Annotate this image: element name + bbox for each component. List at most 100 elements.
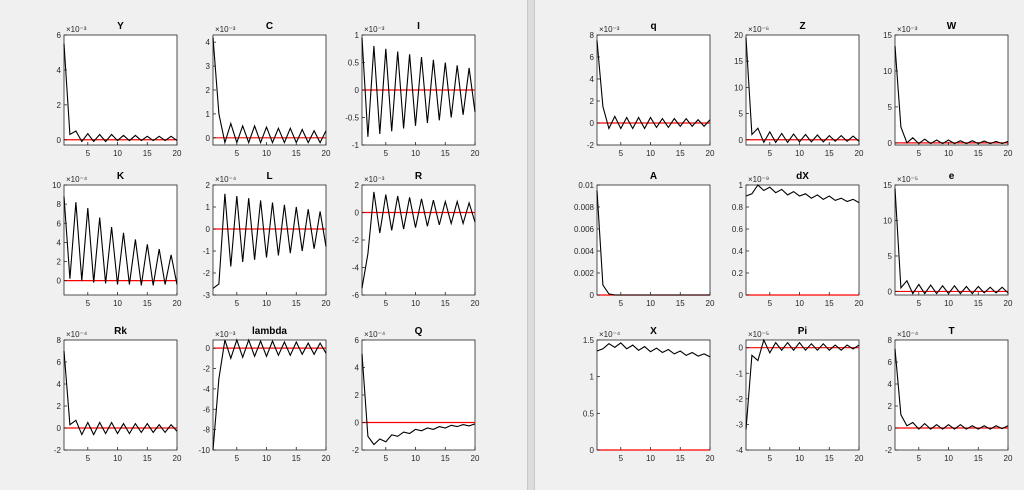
- x-tick-label: 20: [471, 149, 480, 158]
- y-tick-label: -2: [885, 446, 893, 455]
- x-tick-label: 15: [143, 299, 152, 308]
- y-tick-label: -2: [352, 446, 360, 455]
- subplot-title: lambda: [252, 326, 287, 337]
- y-tick-label: 2: [57, 402, 62, 411]
- series-line: [596, 190, 710, 296]
- y-tick-label: -2: [736, 395, 744, 404]
- x-tick-label: 15: [974, 299, 983, 308]
- y-tick-label: -2: [54, 446, 62, 455]
- y-tick-label: 0: [57, 277, 62, 286]
- x-tick-label: 5: [768, 299, 773, 308]
- x-tick-label: 5: [384, 149, 389, 158]
- y-tick-label: 0: [888, 287, 893, 296]
- y-tick-label: 4: [888, 380, 893, 389]
- y-tick-label: 0.2: [732, 269, 744, 278]
- y-tick-label: -1: [352, 141, 360, 150]
- x-tick-label: 15: [825, 299, 834, 308]
- x-tick-label: 15: [292, 454, 301, 463]
- x-tick-label: 15: [974, 454, 983, 463]
- y-tick-label: 0: [206, 344, 211, 353]
- x-tick-label: 20: [322, 149, 331, 158]
- series-line: [63, 350, 178, 436]
- y-tick-label: 8: [888, 336, 893, 345]
- y-tick-label: 10: [883, 67, 892, 76]
- subplot-title: e: [949, 171, 955, 182]
- axis-exponent: ×10⁻³: [215, 330, 236, 339]
- subplot-title: Z: [799, 21, 805, 32]
- y-tick-label: -3: [203, 291, 211, 300]
- subplot-pi: 5 10 15 20 -4 -3 -2 -1 0 ×10⁻⁵ Pi: [736, 326, 864, 463]
- y-tick-label: 0: [888, 424, 893, 433]
- x-tick-label: 5: [619, 299, 624, 308]
- series-line: [361, 37, 476, 137]
- axis-exponent: ×10⁻⁹: [748, 175, 769, 184]
- y-tick-label: 5: [888, 103, 893, 112]
- x-tick-label: 15: [825, 454, 834, 463]
- x-tick-label: 10: [113, 299, 122, 308]
- y-tick-label: 0: [355, 209, 360, 218]
- axes-box: [212, 34, 327, 146]
- y-tick-label: 2: [355, 181, 360, 190]
- series-line: [361, 191, 476, 289]
- axis-exponent: ×10⁻⁴: [599, 330, 621, 339]
- x-tick-label: 5: [917, 454, 922, 463]
- axes-box: [894, 34, 1009, 146]
- x-tick-label: 20: [855, 454, 864, 463]
- y-tick-label: 4: [206, 38, 211, 47]
- x-tick-label: 15: [143, 149, 152, 158]
- x-tick-label: 5: [619, 454, 624, 463]
- axes-box: [361, 339, 476, 451]
- y-tick-label: 4: [57, 380, 62, 389]
- x-tick-label: 5: [917, 149, 922, 158]
- y-tick-label: 15: [883, 31, 892, 40]
- y-tick-label: 8: [590, 31, 595, 40]
- axis-exponent: ×10⁻³: [66, 25, 87, 34]
- y-tick-label: 0.8: [732, 203, 744, 212]
- y-tick-label: 0.01: [578, 181, 594, 190]
- y-tick-label: -1: [203, 247, 211, 256]
- y-tick-label: 6: [590, 53, 595, 62]
- x-tick-label: 15: [676, 149, 685, 158]
- x-tick-label: 5: [86, 454, 91, 463]
- subplot-title: Q: [415, 326, 423, 337]
- y-tick-label: 4: [57, 238, 62, 247]
- y-tick-label: 0: [57, 136, 62, 145]
- series-line: [894, 348, 1009, 430]
- series-line: [894, 188, 1009, 295]
- y-tick-label: 0: [590, 119, 595, 128]
- y-tick-label: 0.5: [583, 409, 595, 418]
- subplot-title: I: [417, 21, 420, 32]
- series-line: [361, 353, 476, 446]
- subplot-k: 5 10 15 20 0 2 4 6 8 10 ×10⁻⁴ K: [52, 171, 182, 308]
- y-tick-label: 0: [739, 291, 744, 300]
- y-tick-label: -10: [198, 446, 210, 455]
- subplot-lambda: 5 10 15 20 -10 -8 -6 -4 -2 0 ×10⁻³ lambda: [198, 326, 331, 463]
- x-tick-label: 10: [113, 454, 122, 463]
- y-tick-label: 0.008: [574, 203, 595, 212]
- axes-box: [63, 34, 178, 146]
- y-tick-label: 5: [739, 110, 744, 119]
- axis-exponent: ×10⁻⁴: [897, 330, 919, 339]
- y-tick-label: 15: [734, 57, 743, 66]
- y-tick-label: 1: [206, 203, 211, 212]
- x-tick-label: 5: [384, 299, 389, 308]
- series-line: [894, 45, 1009, 145]
- subplot-title: K: [117, 171, 125, 182]
- subplot-title: W: [947, 21, 957, 32]
- subplot-title: Y: [117, 21, 124, 32]
- axes-box: [361, 184, 476, 296]
- y-tick-label: 3: [206, 62, 211, 71]
- axis-exponent: ×10⁻⁴: [215, 175, 237, 184]
- y-tick-label: 0: [739, 136, 744, 145]
- subplot-a: 5 10 15 20 0 0.002 0.004 0.006 0.008 0.01 A: [574, 171, 715, 308]
- subplot-title: C: [266, 21, 273, 32]
- x-tick-label: 20: [322, 299, 331, 308]
- x-tick-label: 10: [262, 299, 271, 308]
- y-tick-label: 10: [883, 216, 892, 225]
- subplot-title: T: [948, 326, 954, 337]
- x-tick-label: 10: [411, 299, 420, 308]
- y-tick-label: 6: [57, 219, 62, 228]
- y-tick-label: 2: [590, 97, 595, 106]
- x-tick-label: 5: [619, 149, 624, 158]
- y-tick-label: 2: [57, 258, 62, 267]
